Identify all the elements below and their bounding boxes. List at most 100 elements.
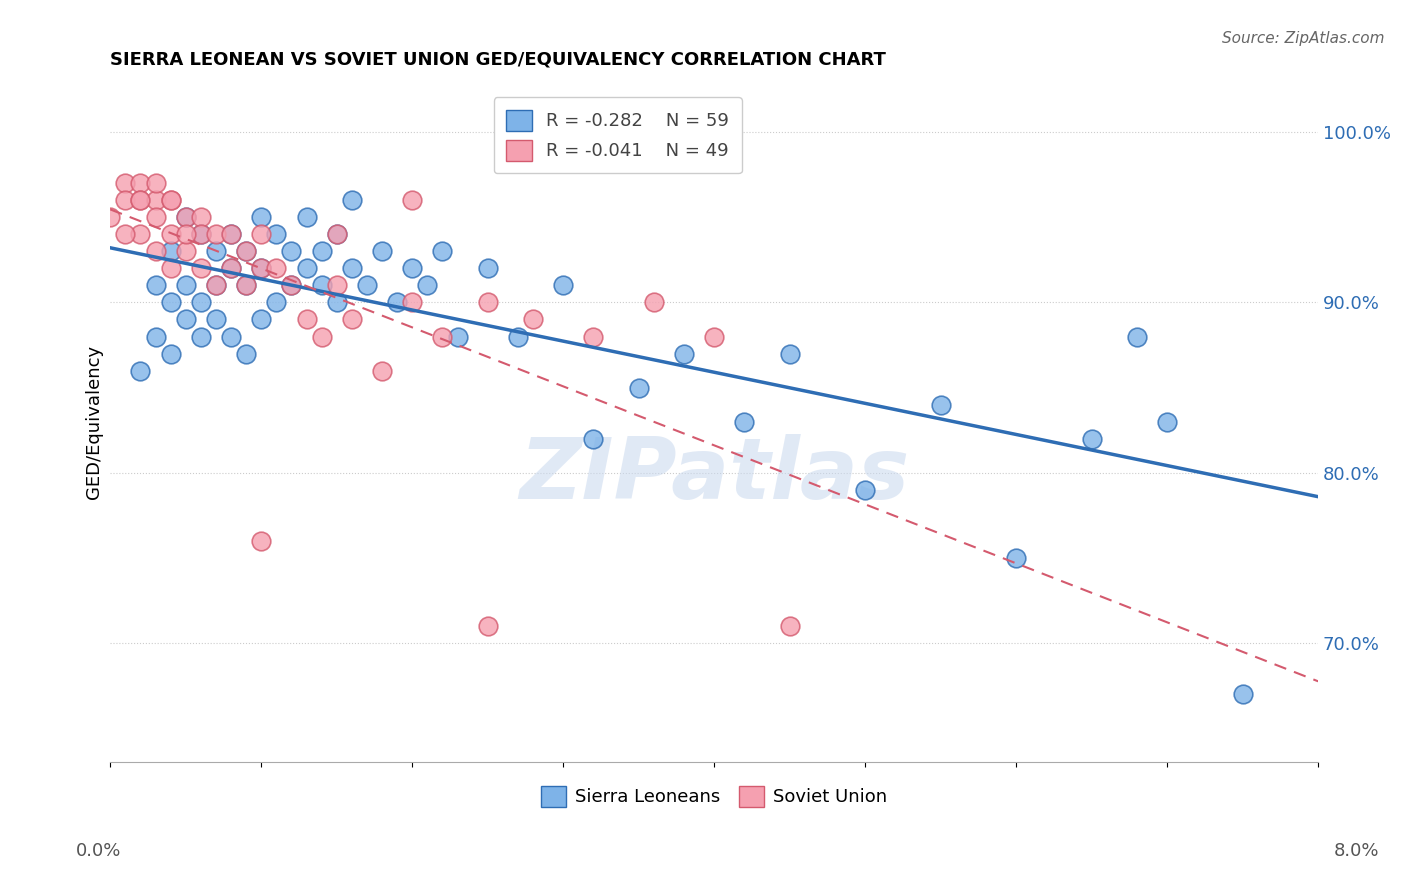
Point	[733, 415, 755, 429]
Point	[235, 278, 257, 293]
Point	[371, 244, 394, 259]
Point	[174, 312, 197, 326]
Point	[205, 312, 228, 326]
Point	[145, 244, 167, 259]
Point	[1005, 550, 1028, 565]
Point	[145, 177, 167, 191]
Point	[129, 363, 152, 377]
Point	[295, 312, 318, 326]
Point	[159, 227, 181, 242]
Point	[235, 346, 257, 360]
Point	[205, 278, 228, 293]
Point	[129, 194, 152, 208]
Point	[174, 244, 197, 259]
Point	[145, 329, 167, 343]
Point	[174, 211, 197, 225]
Point	[266, 227, 288, 242]
Point	[190, 329, 212, 343]
Point	[219, 329, 242, 343]
Point	[446, 329, 468, 343]
Point	[779, 346, 801, 360]
Point	[522, 312, 544, 326]
Point	[174, 211, 197, 225]
Point	[235, 244, 257, 259]
Point	[174, 227, 197, 242]
Point	[295, 261, 318, 276]
Point	[280, 244, 302, 259]
Point	[779, 618, 801, 632]
Point	[311, 278, 333, 293]
Point	[477, 295, 499, 310]
Point	[582, 432, 605, 446]
Point	[235, 278, 257, 293]
Point	[205, 227, 228, 242]
Point	[325, 227, 347, 242]
Point	[340, 194, 363, 208]
Point	[477, 618, 499, 632]
Point	[129, 194, 152, 208]
Point	[311, 244, 333, 259]
Point	[250, 533, 273, 548]
Point	[219, 227, 242, 242]
Point	[340, 312, 363, 326]
Point	[1080, 432, 1102, 446]
Point	[356, 278, 378, 293]
Point	[506, 329, 529, 343]
Point	[129, 227, 152, 242]
Point	[219, 227, 242, 242]
Point	[114, 227, 136, 242]
Point	[145, 278, 167, 293]
Point	[853, 483, 876, 497]
Point	[340, 261, 363, 276]
Point	[401, 295, 423, 310]
Point	[1126, 329, 1149, 343]
Point	[219, 261, 242, 276]
Point	[129, 177, 152, 191]
Point	[266, 261, 288, 276]
Point	[325, 295, 347, 310]
Point	[929, 398, 952, 412]
Point	[159, 261, 181, 276]
Point	[672, 346, 695, 360]
Point	[432, 329, 454, 343]
Text: 0.0%: 0.0%	[76, 842, 121, 860]
Point	[159, 295, 181, 310]
Point	[1232, 687, 1254, 701]
Point	[325, 278, 347, 293]
Point	[98, 211, 121, 225]
Point	[582, 329, 605, 343]
Point	[311, 329, 333, 343]
Point	[401, 261, 423, 276]
Point	[401, 194, 423, 208]
Point	[280, 278, 302, 293]
Point	[385, 295, 408, 310]
Text: Source: ZipAtlas.com: Source: ZipAtlas.com	[1222, 31, 1385, 46]
Point	[190, 261, 212, 276]
Point	[250, 312, 273, 326]
Point	[266, 295, 288, 310]
Point	[250, 261, 273, 276]
Legend: Sierra Leoneans, Soviet Union: Sierra Leoneans, Soviet Union	[534, 779, 894, 814]
Point	[159, 346, 181, 360]
Point	[295, 211, 318, 225]
Point	[205, 278, 228, 293]
Text: ZIPatlas: ZIPatlas	[519, 434, 910, 517]
Point	[325, 227, 347, 242]
Point	[145, 211, 167, 225]
Point	[280, 278, 302, 293]
Point	[219, 261, 242, 276]
Point	[114, 177, 136, 191]
Point	[174, 278, 197, 293]
Point	[250, 211, 273, 225]
Point	[159, 194, 181, 208]
Point	[416, 278, 439, 293]
Point	[205, 244, 228, 259]
Text: 8.0%: 8.0%	[1334, 842, 1379, 860]
Point	[250, 227, 273, 242]
Text: SIERRA LEONEAN VS SOVIET UNION GED/EQUIVALENCY CORRELATION CHART: SIERRA LEONEAN VS SOVIET UNION GED/EQUIV…	[110, 51, 886, 69]
Y-axis label: GED/Equivalency: GED/Equivalency	[86, 344, 103, 499]
Point	[1156, 415, 1178, 429]
Point	[159, 244, 181, 259]
Point	[114, 194, 136, 208]
Point	[250, 261, 273, 276]
